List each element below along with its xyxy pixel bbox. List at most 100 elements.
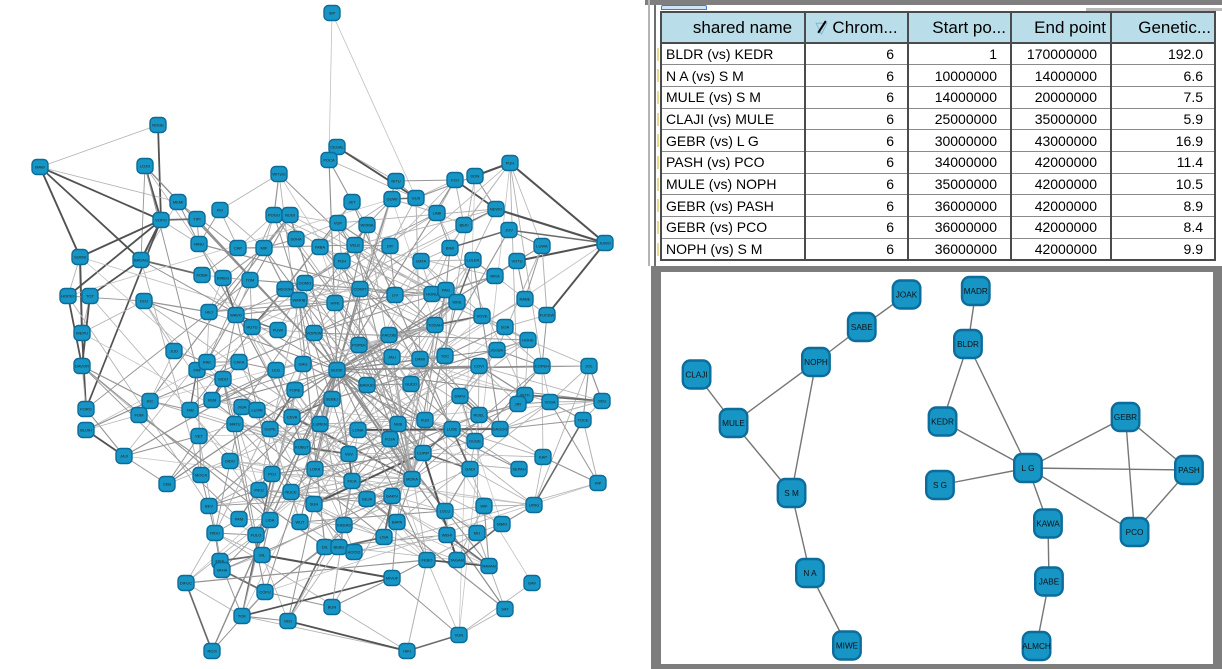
svg-text:CAKA: CAKA (234, 360, 245, 365)
svg-text:FUCEW: FUCEW (540, 313, 555, 318)
svg-text:KEDR: KEDR (931, 418, 954, 427)
svg-text:BEKI: BEKI (459, 223, 468, 228)
svg-text:PIKU: PIKU (254, 488, 263, 493)
svg-text:WEPU: WEPU (76, 331, 88, 336)
svg-text:FOM: FOM (135, 413, 144, 418)
svg-text:SEBEJ: SEBEJ (326, 397, 339, 402)
svg-text:COFU: COFU (259, 590, 270, 595)
svg-text:MULE: MULE (722, 419, 745, 428)
svg-text:BUJIH: BUJIH (80, 428, 92, 433)
svg-text:KIKE: KIKE (452, 300, 461, 305)
svg-text:FACOB: FACOB (382, 333, 396, 338)
svg-text:DAVOR: DAVOR (75, 364, 89, 369)
svg-text:FULO: FULO (251, 533, 262, 538)
svg-text:DAGOG: DAGOG (493, 427, 508, 432)
svg-text:HIKI: HIKI (403, 649, 411, 654)
svg-text:MATU: MATU (229, 422, 240, 427)
svg-text:LIDA: LIDA (266, 518, 275, 523)
svg-text:KADAS: KADAS (337, 523, 351, 528)
svg-text:JUWO: JUWO (599, 241, 611, 246)
svg-text:N A: N A (803, 569, 817, 578)
svg-text:DIDO: DIDO (225, 459, 235, 464)
svg-text:GEJA: GEJA (362, 497, 373, 502)
svg-text:BOTI: BOTI (520, 393, 529, 398)
svg-text:GUS: GUS (412, 196, 421, 201)
svg-text:GIDIJ: GIDIJ (218, 377, 228, 382)
svg-text:JET: JET (348, 200, 356, 205)
svg-text:LUSE: LUSE (447, 427, 458, 432)
svg-text:DIL: DIL (322, 545, 329, 550)
svg-text:HIP: HIP (595, 481, 602, 486)
svg-text:POJ: POJ (268, 472, 276, 477)
svg-text:TOT: TOT (86, 294, 94, 299)
svg-text:MIJ: MIJ (474, 531, 480, 536)
svg-text:GOMO: GOMO (299, 281, 312, 286)
svg-text:HEJ: HEJ (205, 310, 213, 315)
svg-text:TOK: TOK (238, 614, 246, 619)
svg-text:PCO: PCO (1126, 528, 1144, 537)
svg-text:COPEH: COPEH (535, 364, 549, 369)
svg-text:TAB: TAB (186, 408, 194, 413)
svg-text:FOJA: FOJA (385, 437, 396, 442)
svg-text:WAVO: WAVO (230, 313, 242, 318)
svg-text:VOPEW: VOPEW (307, 331, 322, 336)
svg-text:DAFU: DAFU (455, 394, 466, 399)
svg-text:BLDR: BLDR (957, 340, 979, 349)
svg-text:DAMI: DAMI (415, 357, 425, 362)
svg-text:NINU: NINU (194, 242, 204, 247)
svg-text:PUH: PUH (506, 161, 515, 166)
svg-text:DON: DON (471, 174, 480, 179)
svg-text:JAJI: JAJI (120, 454, 128, 459)
svg-text:TOC: TOC (441, 354, 449, 359)
svg-text:MAW: MAW (35, 165, 45, 170)
svg-text:JIFI: JIFI (515, 402, 522, 407)
svg-text:TODAH: TODAH (428, 323, 442, 328)
svg-text:JIGA: JIGA (238, 405, 247, 410)
svg-text:SOHA: SOHA (290, 237, 302, 242)
svg-text:GUPE: GUPE (264, 427, 276, 432)
svg-text:COVI: COVI (474, 364, 484, 369)
svg-text:NABE: NABE (520, 297, 531, 302)
svg-text:PASH: PASH (1178, 466, 1200, 475)
svg-text:VOSA: VOSA (544, 400, 555, 405)
svg-text:NUGI: NUGI (285, 213, 295, 218)
svg-text:HEGOH: HEGOH (278, 287, 293, 292)
svg-text:S M: S M (784, 489, 799, 498)
svg-text:LISA: LISA (380, 535, 389, 540)
svg-text:BUN: BUN (328, 605, 337, 610)
svg-text:FEBO: FEBO (422, 558, 433, 563)
svg-text:SAT: SAT (501, 607, 509, 612)
svg-text:VOTU: VOTU (511, 259, 522, 264)
svg-text:JUD: JUD (170, 349, 178, 354)
svg-text:GEBR: GEBR (1114, 413, 1137, 422)
svg-text:SEPAH: SEPAH (512, 467, 525, 472)
svg-text:GUWI: GUWI (387, 197, 398, 202)
svg-text:SIP: SIP (329, 11, 336, 16)
svg-text:KUD: KUD (421, 418, 430, 423)
svg-text:WARIB: WARIB (293, 298, 306, 303)
svg-text:DOJ: DOJ (140, 299, 148, 304)
svg-text:FORE: FORE (289, 388, 300, 393)
svg-text:CEVA: CEVA (287, 415, 298, 420)
svg-text:PAM: PAM (235, 517, 243, 522)
svg-text:JALI: JALI (388, 355, 396, 360)
svg-text:BIJOK: BIJOK (331, 368, 343, 373)
svg-text:CAP: CAP (234, 246, 243, 251)
svg-text:WOMA: WOMA (361, 223, 374, 228)
svg-text:BEV: BEV (205, 504, 213, 509)
svg-text:GATA: GATA (416, 259, 427, 264)
svg-text:GADI: GADI (465, 467, 475, 472)
svg-text:JIDU: JIDU (598, 399, 607, 404)
svg-text:MIVUF: MIVUF (386, 576, 399, 581)
svg-text:MADR: MADR (964, 287, 988, 296)
svg-text:PAG: PAG (442, 288, 450, 293)
svg-text:LOLU: LOLU (440, 509, 451, 514)
svg-text:POGIJ: POGIJ (268, 213, 280, 218)
svg-text:VUV: VUV (345, 452, 354, 457)
svg-text:HOCID: HOCID (348, 550, 361, 555)
svg-text:HOPEF: HOPEF (61, 294, 75, 299)
svg-text:LIRIG: LIRIG (529, 503, 539, 508)
svg-text:FIM: FIM (194, 368, 201, 373)
svg-text:FOJ: FOJ (451, 178, 459, 183)
svg-text:TOCE: TOCE (577, 418, 588, 423)
